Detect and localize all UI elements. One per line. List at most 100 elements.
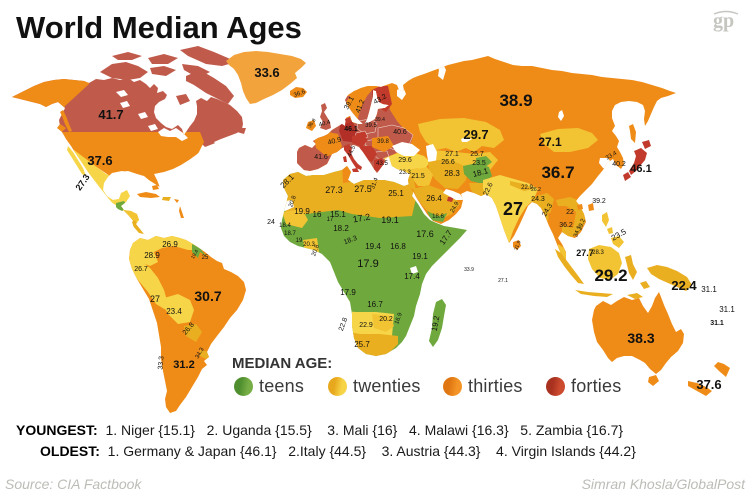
svg-text:46.1: 46.1 <box>630 163 651 175</box>
svg-text:15.1: 15.1 <box>330 210 346 219</box>
svg-text:31.9: 31.9 <box>514 240 523 251</box>
svg-text:30.7: 30.7 <box>194 288 221 304</box>
svg-text:23.3: 23.3 <box>399 170 411 176</box>
svg-text:22: 22 <box>566 209 574 216</box>
svg-text:40.4: 40.4 <box>318 119 331 128</box>
svg-text:31.1: 31.1 <box>719 305 735 314</box>
svg-text:33.3: 33.3 <box>157 356 165 370</box>
svg-text:27.5: 27.5 <box>354 184 372 194</box>
svg-text:36.7: 36.7 <box>541 163 574 182</box>
svg-text:18.6: 18.6 <box>432 214 444 220</box>
svg-text:26.9: 26.9 <box>162 240 178 249</box>
svg-text:26.2: 26.2 <box>531 187 541 193</box>
svg-text:46.1: 46.1 <box>344 126 358 133</box>
svg-text:27.1: 27.1 <box>445 151 459 158</box>
svg-text:40.9: 40.9 <box>327 136 342 146</box>
svg-text:29.7: 29.7 <box>463 127 488 142</box>
svg-text:31.1: 31.1 <box>710 320 724 327</box>
svg-text:37.6: 37.6 <box>696 377 721 392</box>
svg-text:22.4: 22.4 <box>671 278 697 293</box>
svg-text:40.2: 40.2 <box>612 161 626 168</box>
svg-text:19.1: 19.1 <box>412 252 428 261</box>
svg-text:25: 25 <box>202 255 209 261</box>
svg-text:16.9: 16.9 <box>394 312 404 326</box>
svg-text:36.2: 36.2 <box>559 222 573 229</box>
svg-text:28.3: 28.3 <box>444 169 460 178</box>
svg-text:17: 17 <box>327 217 334 223</box>
svg-text:27.7: 27.7 <box>576 248 594 258</box>
svg-text:40.6: 40.6 <box>393 129 407 136</box>
svg-text:27.1: 27.1 <box>538 135 562 149</box>
svg-text:33.6: 33.6 <box>254 65 279 80</box>
svg-text:18.3: 18.3 <box>343 235 358 246</box>
svg-text:39.5: 39.5 <box>365 123 377 129</box>
svg-text:20.8: 20.8 <box>311 244 321 258</box>
svg-text:29.2: 29.2 <box>577 218 587 232</box>
svg-text:16.7: 16.7 <box>367 300 383 309</box>
svg-text:19.4: 19.4 <box>365 242 381 251</box>
svg-text:20.8: 20.8 <box>288 195 298 209</box>
svg-text:20.3: 20.3 <box>303 242 315 248</box>
svg-text:31.1: 31.1 <box>701 285 717 294</box>
svg-text:44.5: 44.5 <box>347 144 358 158</box>
svg-text:26.4: 26.4 <box>426 194 442 203</box>
svg-text:27.3: 27.3 <box>325 185 343 195</box>
svg-text:22.9: 22.9 <box>521 185 533 191</box>
svg-text:24: 24 <box>267 219 275 226</box>
svg-text:22.8: 22.8 <box>338 317 349 332</box>
svg-text:17.9: 17.9 <box>340 288 356 297</box>
svg-text:36.6: 36.6 <box>293 89 307 99</box>
svg-text:16: 16 <box>313 210 322 219</box>
svg-text:41.6: 41.6 <box>314 154 328 161</box>
svg-text:17.9: 17.9 <box>357 258 378 270</box>
svg-text:27: 27 <box>150 294 160 304</box>
svg-text:17.4: 17.4 <box>404 272 420 281</box>
svg-text:28.9: 28.9 <box>144 251 160 260</box>
svg-text:19: 19 <box>296 238 303 244</box>
svg-text:28.3: 28.3 <box>592 250 604 256</box>
svg-text:25.1: 25.1 <box>388 189 404 198</box>
svg-text:19.4: 19.4 <box>190 249 200 261</box>
svg-text:17.2: 17.2 <box>352 212 371 225</box>
svg-text:23.4: 23.4 <box>166 307 182 316</box>
svg-text:27.1: 27.1 <box>498 278 508 284</box>
svg-text:23.5: 23.5 <box>472 160 486 167</box>
svg-text:24.9: 24.9 <box>450 200 461 214</box>
svg-text:18.1: 18.1 <box>472 166 490 179</box>
svg-text:25.7: 25.7 <box>354 340 370 349</box>
svg-text:29.2: 29.2 <box>594 266 627 285</box>
svg-text:17.6: 17.6 <box>416 229 434 239</box>
svg-text:27: 27 <box>503 199 523 219</box>
svg-text:33.9: 33.9 <box>464 267 474 273</box>
svg-text:34.3: 34.3 <box>195 346 206 360</box>
svg-text:18.7: 18.7 <box>284 231 296 237</box>
svg-text:19.2: 19.2 <box>430 315 442 332</box>
svg-text:41.2: 41.2 <box>355 99 367 114</box>
svg-text:18.4: 18.4 <box>279 223 291 229</box>
svg-text:16.8: 16.8 <box>390 242 406 251</box>
svg-text:20.2: 20.2 <box>379 316 393 323</box>
svg-text:26.6: 26.6 <box>441 159 455 166</box>
svg-text:39.8: 39.8 <box>377 139 389 145</box>
svg-text:36.8: 36.8 <box>307 118 318 130</box>
svg-text:18.2: 18.2 <box>333 224 349 233</box>
svg-text:38.3: 38.3 <box>627 330 654 346</box>
svg-text:25.7: 25.7 <box>470 151 484 158</box>
svg-text:19.1: 19.1 <box>381 215 399 225</box>
svg-text:26.7: 26.7 <box>134 266 148 273</box>
svg-text:27.3: 27.3 <box>73 172 91 192</box>
svg-text:39.4: 39.4 <box>375 117 385 123</box>
svg-text:24.3: 24.3 <box>531 196 545 203</box>
svg-text:38.9: 38.9 <box>499 91 532 110</box>
svg-text:31.4: 31.4 <box>370 177 380 191</box>
svg-text:37.6: 37.6 <box>87 153 112 168</box>
svg-text:19.9: 19.9 <box>294 207 310 216</box>
svg-text:41.7: 41.7 <box>98 107 123 122</box>
svg-text:34.1: 34.1 <box>573 225 583 239</box>
svg-text:33.4: 33.4 <box>605 150 619 161</box>
svg-text:39.2: 39.2 <box>592 198 606 205</box>
svg-text:22.9: 22.9 <box>359 322 373 329</box>
svg-text:31.2: 31.2 <box>173 359 194 371</box>
svg-text:43.5: 43.5 <box>376 161 388 167</box>
svg-text:29.6: 29.6 <box>398 157 412 164</box>
